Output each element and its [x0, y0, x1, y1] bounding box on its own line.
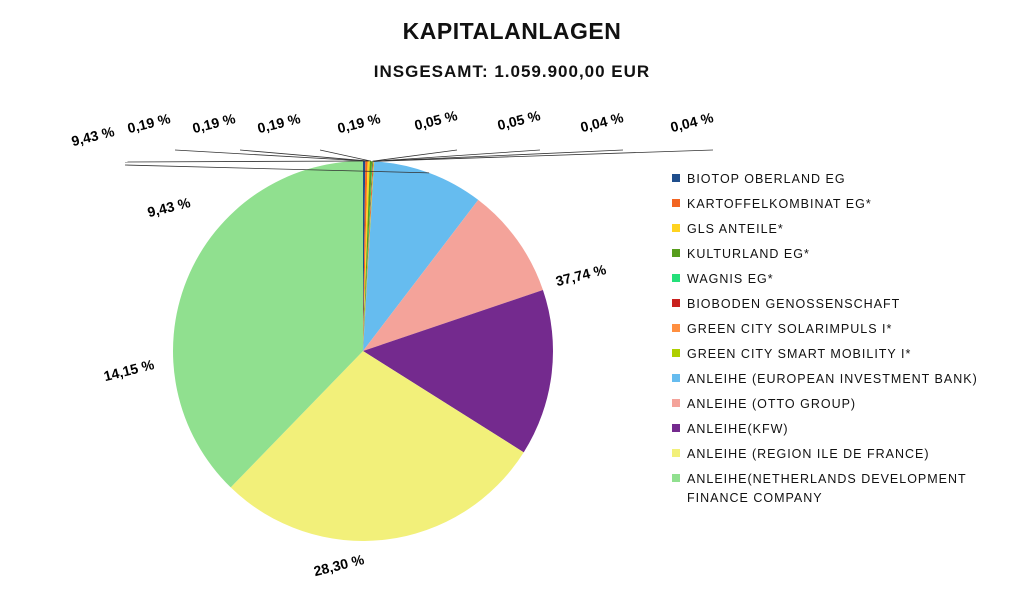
legend-swatch [672, 324, 680, 332]
legend-swatch [672, 374, 680, 382]
legend-label: ANLEIHE (EUROPEAN INVESTMENT BANK) [687, 372, 978, 386]
leader-line-7 [373, 149, 624, 162]
legend-swatch [672, 349, 680, 357]
legend-label: BIOBODEN GENOSSENSCHAFT [687, 297, 901, 311]
leader-line-3 [239, 149, 369, 162]
pie-slice-6 [363, 161, 374, 351]
legend-label: WAGNIS EG* [687, 272, 774, 286]
slice-label-6: 0,05 % [496, 107, 543, 133]
legend-item-11: ANLEIHE(KFW) [672, 420, 1002, 439]
pie-slice-5 [363, 161, 373, 351]
legend-swatch [672, 249, 680, 257]
legend-swatch [672, 199, 680, 207]
pie-slice-4 [363, 161, 373, 351]
slice-label-2: 0,19 % [191, 110, 238, 136]
legend-item-2: KARTOFFELKOMBINAT EG* [672, 195, 1002, 214]
chart-title: KAPITALANLAGEN [402, 18, 622, 44]
legend-item-5: WAGNIS EG* [672, 270, 1002, 289]
legend: BIOTOP OBERLAND EG KARTOFFELKOMBINAT EG* G… [672, 170, 1002, 514]
pie-slice-9 [363, 161, 479, 351]
leader-line-5 [372, 149, 458, 162]
slice-label-1: 0,19 % [126, 110, 173, 136]
pie-slice-11 [363, 290, 553, 453]
legend-label: KULTURLAND EG* [687, 247, 810, 261]
pie-slice-10 [363, 199, 543, 351]
slice-label-4: 0,19 % [336, 110, 383, 136]
pie-slice-3 [363, 161, 370, 351]
legend-item-6: BIOBODEN GENOSSENSCHAFT [672, 295, 1002, 314]
legend-item-1: BIOTOP OBERLAND EG [672, 170, 1002, 189]
slice-label-9: 9,43 % [70, 123, 117, 149]
slice-label-5: 0,05 % [413, 107, 460, 133]
leader-line-2 [174, 149, 367, 162]
legend-swatch [672, 274, 680, 282]
legend-item-7: GREEN CITY SOLARIMPULS I* [672, 320, 1002, 339]
legend-item-9: ANLEIHE (EUROPEAN INVESTMENT BANK) [672, 370, 1002, 389]
legend-item-12: ANLEIHE (REGION ILE DE FRANCE) [672, 445, 1002, 464]
legend-label: ANLEIHE(KFW) [687, 422, 789, 436]
pie-slice-8 [363, 161, 375, 351]
slice-label-8: 0,04 % [669, 109, 716, 135]
legend-swatch [672, 399, 680, 407]
legend-label: GLS ANTEILE* [687, 222, 784, 236]
legend-item-13: ANLEIHE(NETHERLANDS DEVELOPMENT FINANCE … [672, 470, 1002, 508]
leader-line-6 [372, 149, 541, 162]
slice-label-12: 28,30 % [312, 551, 366, 579]
leader-line-9 [124, 164, 430, 174]
legend-swatch [672, 299, 680, 307]
slice-label-10: 9,43 % [146, 194, 193, 220]
legend-swatch [672, 174, 680, 182]
leader-line-1 [124, 160, 365, 163]
pie-slice-13 [172, 161, 363, 488]
legend-item-8: GREEN CITY SMART MOBILITY I* [672, 345, 1002, 364]
chart-subtitle: INSGESAMT: 1.059.900,00 EUR [373, 62, 651, 81]
legend-label: ANLEIHE (REGION ILE DE FRANCE) [687, 447, 930, 461]
pie-slice-7 [363, 161, 374, 351]
legend-item-10: ANLEIHE (OTTO GROUP) [672, 395, 1002, 414]
leader-line-8 [373, 149, 714, 162]
leader-lines [124, 149, 714, 174]
legend-label: KARTOFFELKOMBINAT EG* [687, 197, 872, 211]
legend-label: ANLEIHE(NETHERLANDS DEVELOPMENT FINANCE … [687, 472, 967, 505]
pie-slice-1 [363, 161, 366, 351]
pie-slice-2 [363, 161, 368, 351]
legend-item-3: GLS ANTEILE* [672, 220, 1002, 239]
slice-label-13: 37,74 % [554, 261, 608, 289]
legend-swatch [672, 424, 680, 432]
legend-label: GREEN CITY SOLARIMPULS I* [687, 322, 893, 336]
legend-swatch [672, 474, 680, 482]
legend-label: GREEN CITY SMART MOBILITY I* [687, 347, 912, 361]
legend-label: BIOTOP OBERLAND EG [687, 172, 846, 186]
legend-item-4: KULTURLAND EG* [672, 245, 1002, 264]
slice-label-11: 14,15 % [102, 356, 156, 384]
pie-slices [172, 161, 553, 541]
legend-label: ANLEIHE (OTTO GROUP) [687, 397, 857, 411]
pie-slice-12 [230, 351, 524, 541]
legend-swatch [672, 224, 680, 232]
leader-line-4 [319, 149, 372, 162]
legend-swatch [672, 449, 680, 457]
slice-label-7: 0,04 % [579, 109, 626, 135]
slice-label-3: 0,19 % [256, 110, 303, 136]
